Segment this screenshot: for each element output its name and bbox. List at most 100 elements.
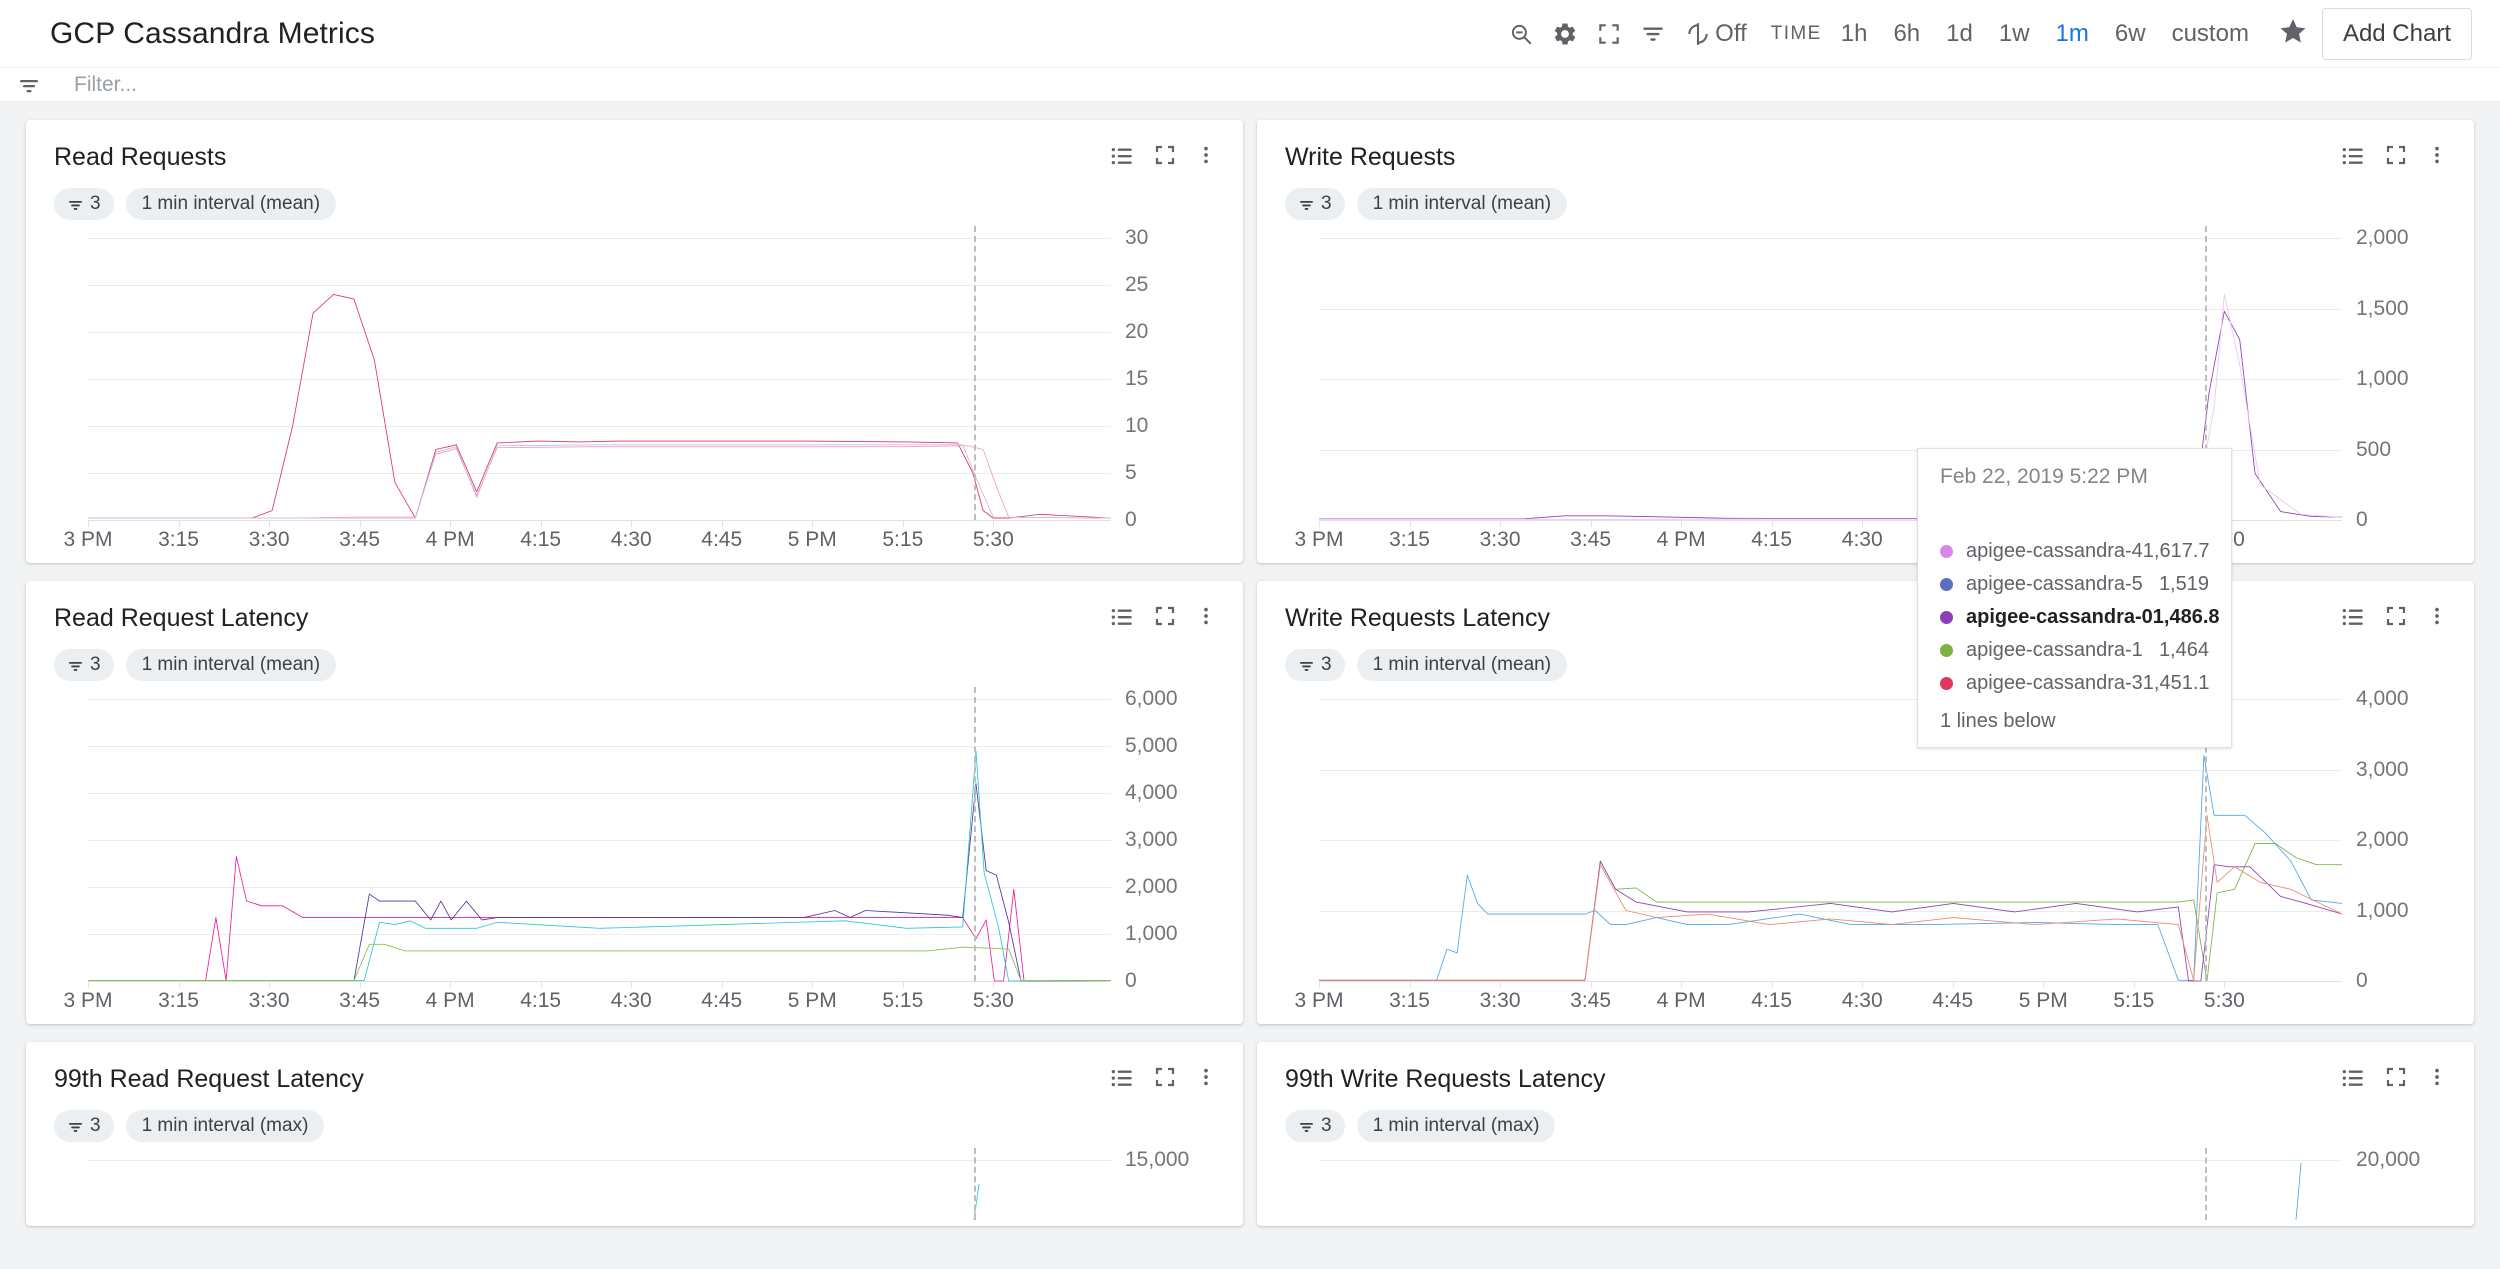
range-1d[interactable]: 1d [1946, 19, 1973, 47]
x-axis-tick-label: 3:45 [1570, 989, 1612, 1012]
x-axis-tick-label: 3 PM [63, 989, 113, 1012]
range-6w[interactable]: 6w [2114, 19, 2146, 47]
x-axis-tick [1952, 981, 1954, 988]
x-axis-tick-label: 4 PM [1656, 989, 1706, 1012]
list-icon[interactable] [1109, 1064, 1135, 1090]
series-count-chip[interactable]: 3 [1285, 1110, 1345, 1142]
series-count-chip[interactable]: 3 [54, 649, 114, 681]
series-count-chip[interactable]: 3 [1285, 649, 1345, 681]
x-axis-tick [88, 981, 89, 988]
interval-chip[interactable]: 1 min interval (max) [125, 1110, 325, 1142]
chart-plot[interactable]: 0 1,000 2,000 3,000 4,000 5,000 6,000 3 PM 3:15 3… [26, 687, 1243, 1015]
more-vert-icon[interactable] [1195, 605, 1217, 627]
x-axis-tick-label: 5:15 [882, 989, 924, 1012]
x-axis-tick-label: 4:30 [1841, 989, 1883, 1012]
range-6h[interactable]: 6h [1893, 19, 1921, 47]
list-icon[interactable] [2340, 142, 2366, 168]
time-range-label: TIME [1770, 22, 1822, 44]
x-axis-tick-label: 3 PM [1294, 528, 1344, 551]
filter-icon [1298, 1118, 1315, 1135]
x-axis-tick-label: 3:30 [248, 528, 290, 551]
expand-icon[interactable] [2384, 1065, 2408, 1089]
filter-icon[interactable] [1631, 12, 1675, 56]
filter-icon[interactable] [12, 73, 46, 97]
range-1w[interactable]: 1w [1998, 19, 2030, 47]
interval-chip[interactable]: 1 min interval (mean) [1356, 649, 1568, 681]
x-axis-tick [1500, 981, 1502, 988]
grid-line [88, 793, 1111, 794]
y-axis-tick-label: 2,000 [1125, 875, 1178, 898]
app-header: GCP Cassandra Metrics [0, 0, 2500, 67]
x-axis-tick [812, 520, 814, 527]
more-vert-icon[interactable] [2426, 605, 2448, 627]
x-axis-tick [269, 981, 271, 988]
grid-line [1319, 379, 2342, 380]
grid-line [1319, 910, 2342, 912]
auto-refresh-toggle[interactable]: Off [1685, 20, 1747, 48]
more-vert-icon[interactable] [2426, 144, 2448, 166]
series-count-chip[interactable]: 3 [54, 1110, 114, 1142]
list-icon[interactable] [1109, 142, 1135, 168]
range-1h[interactable]: 1h [1840, 19, 1868, 47]
expand-icon[interactable] [2384, 604, 2408, 628]
chart-plot[interactable]: 20,000 [1257, 1148, 2474, 1220]
chart-title: 99th Write Requests Latency [1285, 1065, 1606, 1093]
grid-line [88, 1160, 1111, 1161]
more-vert-icon[interactable] [1195, 1066, 1217, 1088]
list-icon[interactable] [2340, 1064, 2366, 1090]
more-vert-icon[interactable] [2426, 1066, 2448, 1088]
x-axis-tick [88, 520, 89, 527]
grid-line [88, 285, 1111, 286]
interval-chip[interactable]: 1 min interval (mean) [125, 649, 337, 681]
series-color-dot [1940, 578, 1953, 591]
x-axis-tick [1681, 981, 1683, 988]
expand-icon[interactable] [2384, 143, 2408, 167]
list-icon[interactable] [1109, 603, 1135, 629]
add-chart-button[interactable]: Add Chart [2321, 7, 2472, 60]
grid-line [88, 520, 1111, 521]
chart-plot[interactable]: 15,000 [26, 1148, 1243, 1220]
filter-input[interactable] [74, 72, 574, 97]
interval-chip[interactable]: 1 min interval (mean) [1356, 188, 1568, 220]
plot-area: 0 5 10 15 20 25 30 3 PM 3:15 3:30 3:45 4 PM 4:15 4:30… [63, 226, 1148, 551]
x-axis-tick [1590, 520, 1592, 527]
series-value: 1,519 [2158, 573, 2209, 595]
x-axis-tick [178, 520, 180, 527]
refresh-icon [1685, 21, 1711, 47]
series-line [88, 445, 1111, 518]
interval-chip[interactable]: 1 min interval (mean) [125, 188, 337, 220]
series-value: 1,451.1 [2142, 672, 2210, 694]
y-axis-tick-label: 10 [1125, 414, 1149, 437]
expand-icon[interactable] [1153, 1065, 1177, 1089]
grid-line [1319, 308, 2342, 310]
series-count-chip[interactable]: 3 [54, 188, 114, 220]
x-axis-tick-label: 3:30 [1479, 528, 1521, 551]
expand-icon[interactable] [1153, 604, 1177, 628]
series-count-chip[interactable]: 3 [1285, 188, 1345, 220]
tooltip-series-row: apigee-cassandra-3 1,451.1 [1940, 667, 2210, 700]
grid-line [1319, 449, 2342, 451]
header-toolbar: Off TIME 1h 6h 1d 1w 1m 6w custom Add Ch… [1499, 7, 2472, 60]
chart-plot[interactable]: 0 1,000 2,000 3,000 4,000 3 PM 3:15 3:30 3:45 4 P… [1257, 687, 2474, 1015]
y-axis-tick-label: 20 [1125, 320, 1149, 343]
more-vert-icon[interactable] [1195, 144, 1217, 166]
chart-plot[interactable]: 0 500 1,000 1,500 2,000 3 PM 3:15 3:30 3:45 4 PM 4… [1257, 226, 2474, 554]
expand-icon[interactable] [1153, 143, 1177, 167]
chart-card-read-requests: Read Requests [26, 120, 1243, 563]
star-icon[interactable] [2278, 16, 2308, 51]
chart-plot[interactable]: 0 5 10 15 20 25 30 3 PM 3:15 3:30 3:45 4 PM 4:15 4:30… [26, 226, 1243, 554]
series-line [2296, 1163, 2301, 1220]
gear-icon[interactable] [1543, 12, 1587, 56]
fullscreen-icon[interactable] [1587, 12, 1631, 56]
series-line [1319, 294, 2342, 519]
plot-area: 0 1,000 2,000 3,000 4,000 5,000 6,000 3 PM 3:15 3… [63, 687, 1178, 1012]
interval-chip[interactable]: 1 min interval (max) [1356, 1110, 1556, 1142]
x-axis-tick [1681, 520, 1683, 527]
search-icon[interactable] [1499, 12, 1543, 56]
range-custom[interactable]: custom [2171, 19, 2249, 47]
range-1m[interactable]: 1m [2055, 19, 2089, 47]
x-axis-tick-label: 4 PM [425, 528, 475, 551]
grid-line [88, 934, 1111, 935]
list-icon[interactable] [2340, 603, 2366, 629]
cursor-line [2204, 226, 2207, 520]
